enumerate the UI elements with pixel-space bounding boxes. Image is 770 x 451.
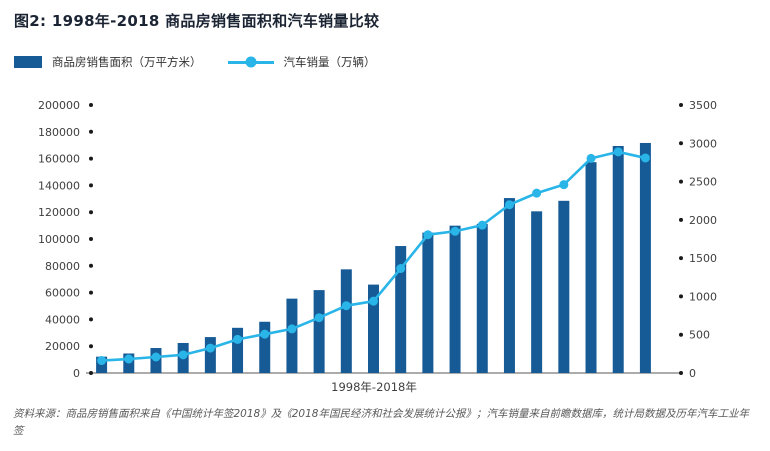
legend-label-cars: 汽车销量（万辆） <box>283 55 376 69</box>
bar-2008 <box>368 284 379 373</box>
right-tick-dot <box>679 256 683 261</box>
right-tick-label: 0 <box>689 367 696 380</box>
legend-label-housing: 商品房销售面积（万平方米） <box>52 55 202 69</box>
line-point-2005 <box>287 324 297 334</box>
left-tick-dot <box>89 344 93 349</box>
left-tick-dot <box>89 263 93 268</box>
right-tick-dot <box>679 294 683 299</box>
right-tick-dot <box>679 371 683 375</box>
right-tick-dot <box>679 179 683 184</box>
right-tick-label: 2500 <box>689 176 717 189</box>
chart-title: 图2: 1998年-2018 商品房销售面积和汽车销量比较 <box>14 12 380 30</box>
bar-2015 <box>558 200 570 373</box>
bar-2017 <box>612 145 624 373</box>
right-tick-label: 3000 <box>689 137 717 150</box>
line-point-2001 <box>178 350 188 360</box>
legend-item-housing: 商品房销售面积（万平方米） <box>14 54 202 70</box>
bar-2006 <box>313 290 325 373</box>
line-point-2018 <box>640 153 650 163</box>
left-tick-label: 0 <box>73 367 80 380</box>
line-point-2008 <box>369 296 378 306</box>
right-tick-label: 1000 <box>689 290 717 303</box>
left-tick-dot <box>89 210 93 215</box>
legend: 商品房销售面积（万平方米） 汽车销量（万辆） <box>14 54 376 70</box>
source-note: 资料来源：商品房销售面积来自《中国统计年签2018》及《2018年国民经济和社会… <box>13 408 749 437</box>
line-marker-icon <box>245 56 256 68</box>
bar-2009 <box>395 246 407 373</box>
line-point-2013 <box>504 200 514 210</box>
right-tick-dot <box>679 332 683 337</box>
left-tick-label: 120000 <box>38 206 80 219</box>
bar-2002 <box>204 337 216 373</box>
left-tick-label: 100000 <box>38 233 80 246</box>
bar-2018 <box>639 142 651 373</box>
left-tick-dot <box>89 183 93 188</box>
right-tick-label: 2000 <box>689 214 717 227</box>
left-tick-dot <box>89 129 93 134</box>
left-tick-label: 80000 <box>45 260 80 273</box>
left-tick-dot <box>89 290 93 295</box>
bar-2004 <box>259 321 271 373</box>
bar-2016 <box>585 162 597 373</box>
line-point-2017 <box>613 147 623 157</box>
bar-2005 <box>286 298 298 373</box>
line-point-2010 <box>423 230 433 240</box>
car-line-symbol <box>227 56 274 68</box>
left-tick-label: 160000 <box>38 153 80 166</box>
right-tick-dot <box>679 217 683 222</box>
bar-2013 <box>503 198 515 373</box>
left-tick-label: 40000 <box>45 313 80 326</box>
right-tick-label: 500 <box>689 329 710 342</box>
bar-2003 <box>232 327 244 373</box>
line-point-2015 <box>559 180 569 190</box>
x-axis-label: 1998年-2018年 <box>331 380 417 394</box>
line-point-2000 <box>151 352 161 362</box>
line-point-1999 <box>124 354 134 364</box>
bar-2007 <box>340 269 352 373</box>
line-point-2014 <box>532 188 542 198</box>
line-point-1998 <box>97 356 107 366</box>
bar-2011 <box>449 225 461 373</box>
bar-2014 <box>531 211 543 373</box>
left-tick-label: 180000 <box>38 126 80 139</box>
line-point-2012 <box>477 220 487 230</box>
left-tick-label: 200000 <box>38 99 80 112</box>
left-tick-label: 60000 <box>45 287 80 300</box>
line-point-2004 <box>260 329 270 339</box>
bar-2010 <box>422 232 434 373</box>
line-point-2009 <box>396 264 406 274</box>
right-tick-dot <box>679 103 683 107</box>
right-tick-label: 1500 <box>689 252 717 265</box>
line-point-2006 <box>314 313 324 323</box>
housing-swatch <box>14 56 42 68</box>
line-point-2007 <box>341 301 351 311</box>
line-point-2002 <box>205 343 215 353</box>
right-tick-label: 3500 <box>689 99 717 112</box>
left-tick-label: 20000 <box>45 340 80 353</box>
bar-2012 <box>476 223 488 373</box>
left-tick-dot <box>89 103 93 107</box>
right-tick-dot <box>679 141 683 146</box>
left-tick-dot <box>89 371 93 375</box>
line-point-2003 <box>233 334 243 344</box>
left-tick-dot <box>89 317 93 322</box>
left-tick-dot <box>89 156 93 161</box>
line-point-2016 <box>586 153 596 163</box>
left-tick-dot <box>89 237 93 241</box>
left-tick-label: 140000 <box>38 179 80 192</box>
line-point-2011 <box>450 226 460 236</box>
legend-item-cars: 汽车销量（万辆） <box>227 54 376 70</box>
combo-chart: 1998年-2018年 0200004000060000800001000001… <box>38 99 717 394</box>
